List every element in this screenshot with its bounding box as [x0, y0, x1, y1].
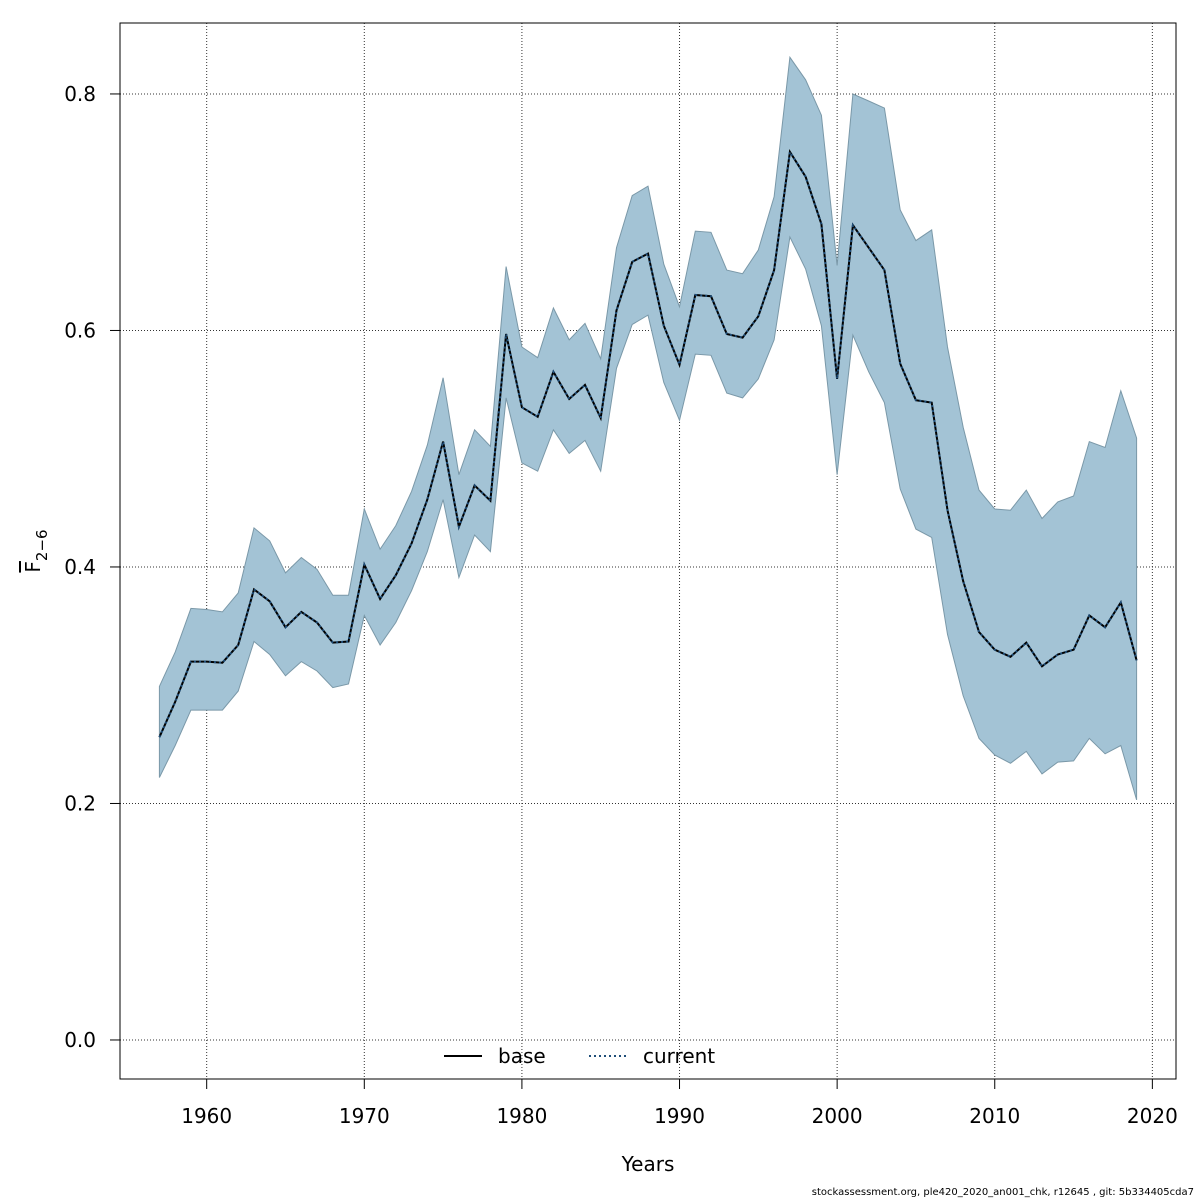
legend-label-base: base	[498, 1044, 546, 1068]
x-tick-label: 1990	[654, 1104, 705, 1128]
confidence-band-area	[158, 55, 1138, 801]
x-tick-label: 2020	[1127, 1104, 1178, 1128]
y-axis-title-main: F	[21, 561, 45, 573]
legend: base current	[444, 1044, 715, 1068]
y-axis: 0.0 0.2 0.4 0.6 0.8	[64, 82, 121, 1052]
confidence-band	[158, 55, 1138, 801]
x-axis: 1960 1970 1980 1990 2000 2010 2020	[181, 1078, 1178, 1128]
y-axis-title-subscript: 2−6	[33, 529, 51, 561]
y-tick-label: 0.6	[64, 318, 96, 342]
y-tick-label: 0.4	[64, 555, 96, 579]
x-tick-label: 1980	[496, 1104, 547, 1128]
y-tick-label: 0.8	[64, 82, 96, 106]
series-lines	[158, 149, 1138, 738]
y-tick-label: 0.2	[64, 791, 96, 815]
x-tick-label: 2010	[969, 1104, 1020, 1128]
x-tick-label: 1960	[181, 1104, 232, 1128]
legend-label-current: current	[643, 1044, 715, 1068]
x-axis-title: Years	[621, 1152, 675, 1176]
y-tick-label: 0.0	[64, 1028, 96, 1052]
x-tick-label: 1970	[339, 1104, 390, 1128]
grid-lines	[120, 23, 1176, 1079]
series-line-base	[158, 149, 1138, 738]
x-tick-label: 2000	[812, 1104, 863, 1128]
footer-source-text: stockassessment.org, ple420_2020_an001_c…	[811, 1187, 1194, 1198]
y-axis-title: F2−6	[21, 529, 51, 572]
